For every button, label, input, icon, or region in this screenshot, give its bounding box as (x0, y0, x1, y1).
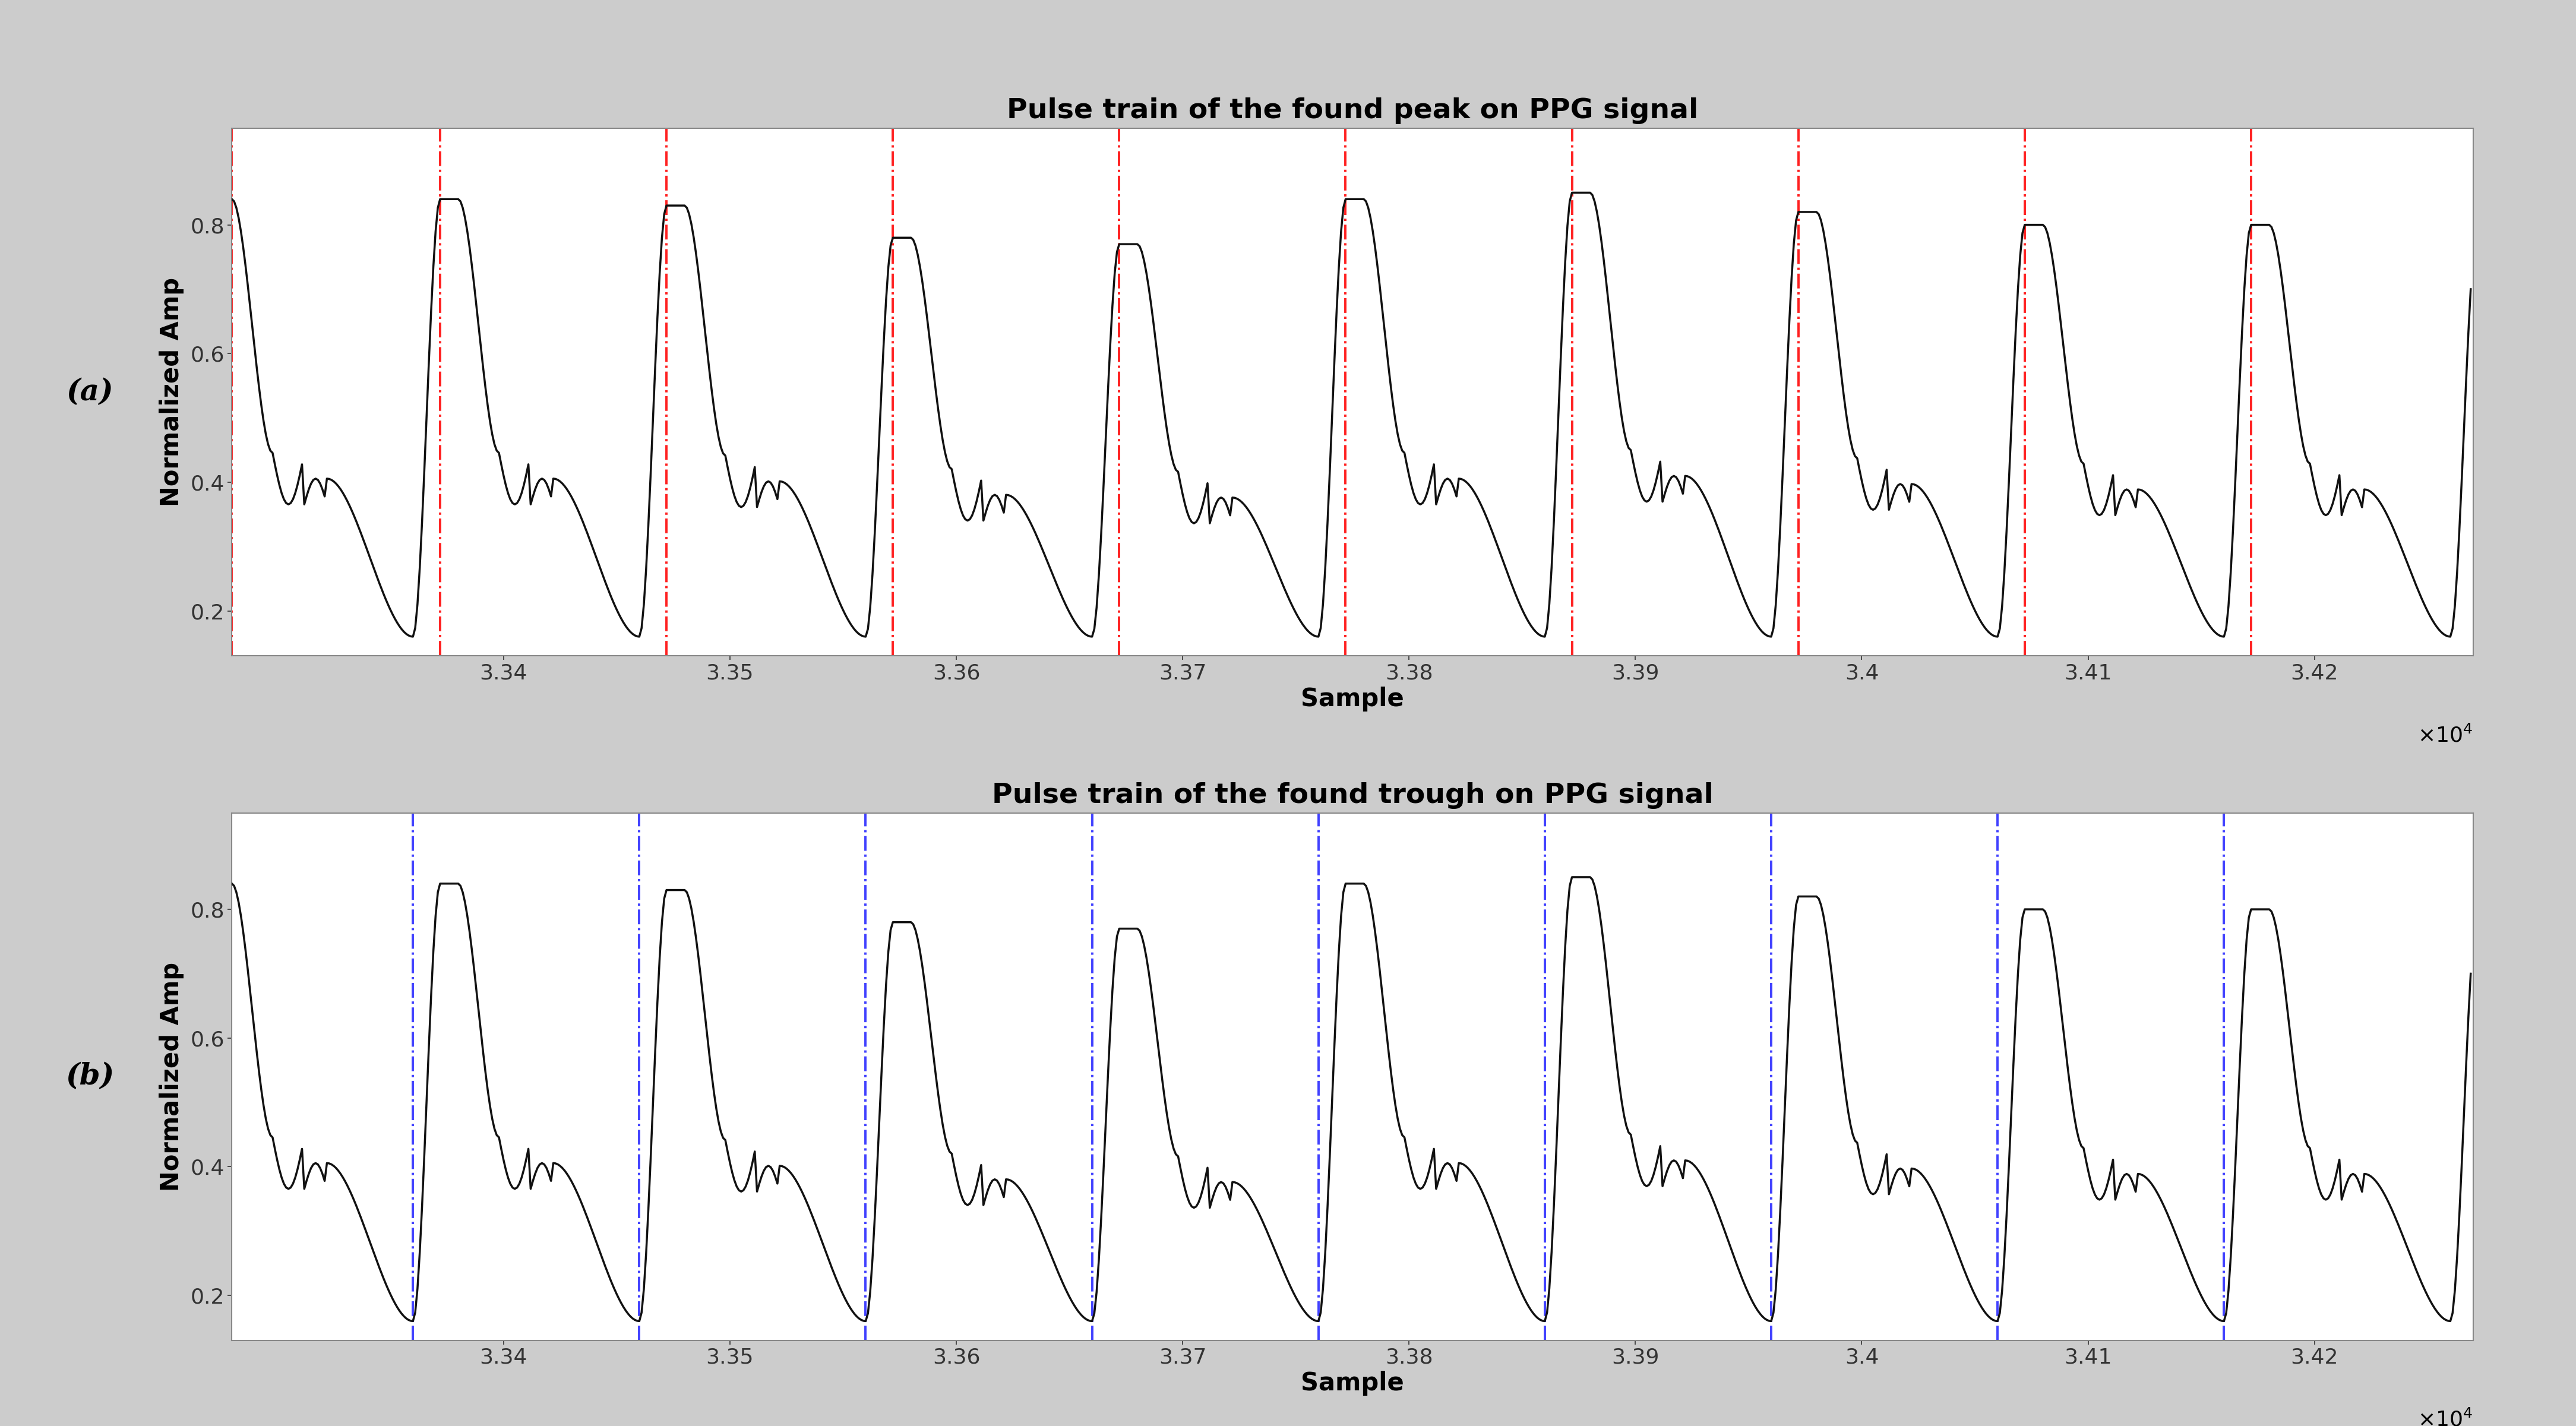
Y-axis label: Normalized Amp: Normalized Amp (160, 278, 183, 506)
X-axis label: Sample: Sample (1301, 686, 1404, 712)
Text: (a): (a) (67, 378, 113, 406)
Y-axis label: Normalized Amp: Normalized Amp (160, 963, 183, 1191)
Title: Pulse train of the found trough on PPG signal: Pulse train of the found trough on PPG s… (992, 781, 1713, 809)
Title: Pulse train of the found peak on PPG signal: Pulse train of the found peak on PPG sig… (1007, 97, 1698, 124)
Text: $\times10^4$: $\times10^4$ (2419, 724, 2473, 746)
X-axis label: Sample: Sample (1301, 1370, 1404, 1396)
Text: (b): (b) (67, 1062, 113, 1091)
Text: $\times10^4$: $\times10^4$ (2419, 1409, 2473, 1426)
